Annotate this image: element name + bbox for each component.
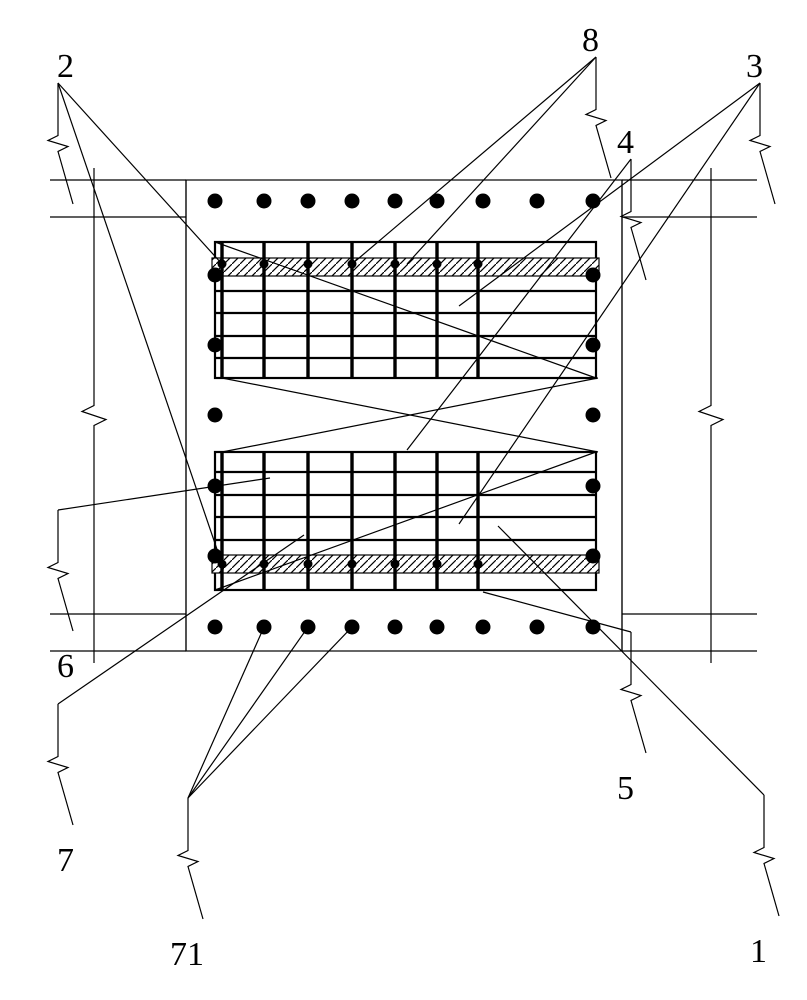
callout-label-71: 71 (170, 936, 204, 973)
engineering-diagram: 1 2 3 4 5 6 7 71 8 (48, 22, 779, 973)
callout-label-2: 2 (57, 48, 74, 85)
callout-label-8: 8 (582, 22, 599, 59)
callout-label-6: 6 (57, 648, 74, 685)
callout-label-5: 5 (617, 770, 634, 807)
callout-label-7: 7 (57, 842, 74, 879)
callout-label-3: 3 (746, 48, 763, 85)
callout-label-4: 4 (617, 124, 634, 161)
callout-label-1: 1 (750, 933, 767, 970)
